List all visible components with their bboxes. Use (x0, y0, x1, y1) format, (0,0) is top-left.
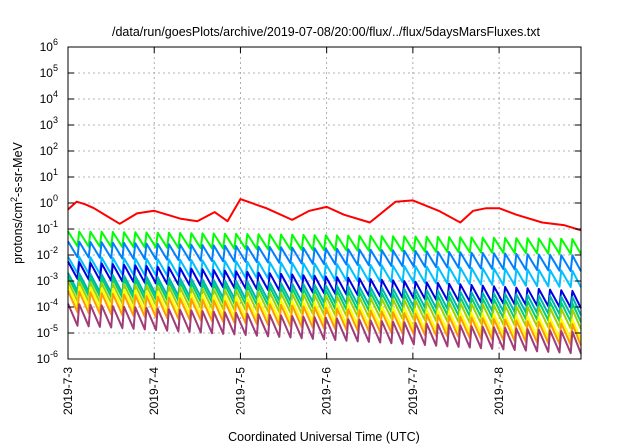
series-line (67, 303, 582, 355)
series-line (67, 240, 582, 272)
x-tick-label: 2019-7-5 (233, 367, 247, 415)
y-tick-label: 10-6 (37, 349, 58, 366)
y-tick-label: 10-3 (37, 271, 58, 288)
x-tick-label: 2019-7-3 (61, 367, 75, 415)
y-tick-label: 10-5 (37, 323, 58, 340)
x-tick-label: 2019-7-7 (406, 367, 420, 415)
series-line (67, 230, 582, 255)
chart-title: /data/run/goesPlots/archive/2019-07-08/2… (112, 25, 541, 39)
series-line (67, 198, 582, 232)
x-tick-label: 2019-7-6 (320, 367, 334, 415)
y-tick-label: 106 (40, 37, 58, 54)
y-tick-label: 10-4 (37, 297, 58, 314)
y-tick-label: 102 (40, 141, 58, 158)
y-tick-label: 105 (40, 63, 58, 80)
y-tick-label: 104 (40, 89, 58, 106)
x-tick-label: 2019-7-4 (147, 367, 161, 415)
y-tick-label: 100 (40, 193, 58, 210)
x-axis-ticks: 2019-7-3 2019-7-4 2019-7-5 2019-7-6 2019-7-7… (61, 47, 506, 415)
y-axis-label: protons/cm2-s-sr-MeV (9, 141, 25, 263)
x-tick-label: 2019-7-8 (492, 367, 506, 415)
y-axis-ticks: 106 105 104 103 102 101 100 10-1 10-2 10-3 10-4 10-… (37, 37, 581, 366)
data-series (67, 198, 582, 355)
y-tick-label: 10-2 (37, 245, 58, 262)
y-tick-label: 101 (40, 167, 58, 184)
y-tick-label: 10-1 (37, 219, 58, 236)
x-axis-label: Coordinated Universal Time (UTC) (228, 430, 420, 444)
y-tick-label: 103 (40, 115, 58, 132)
